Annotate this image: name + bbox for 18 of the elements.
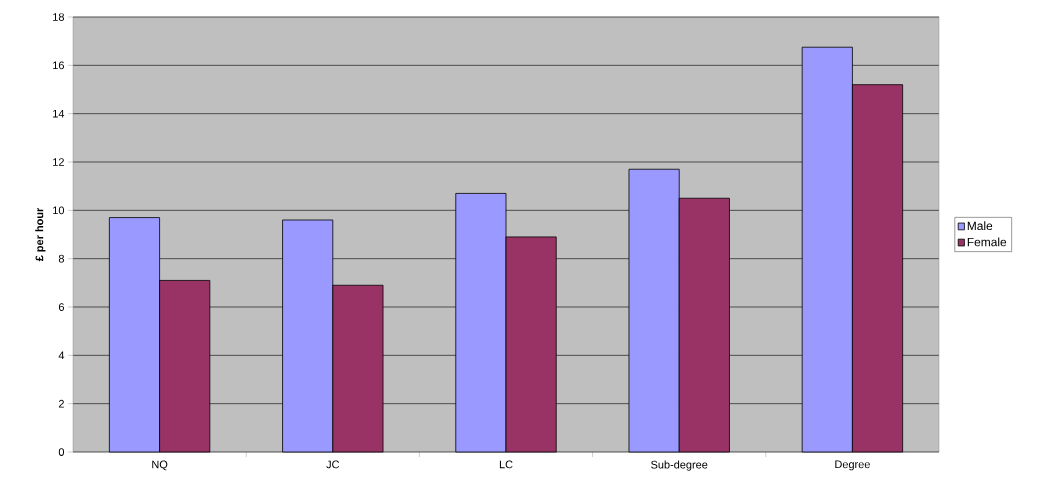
y-tick-label: 2: [58, 399, 64, 408]
y-tick-label: 10: [53, 206, 65, 215]
y-axis-title: £ per hour: [35, 207, 46, 262]
x-tick-label: JC: [326, 460, 340, 469]
legend-label: Male: [967, 221, 993, 231]
y-tick-label: 12: [53, 158, 64, 166]
x-tick-label: NQ: [152, 460, 168, 471]
legend-label: Female: [967, 237, 1007, 247]
x-tick-label: LC: [499, 460, 513, 469]
y-tick-label: 0: [58, 448, 65, 456]
y-tick-label: 18: [53, 13, 64, 21]
y-tick-label: 14: [53, 109, 65, 118]
y-tick-label: 4: [58, 351, 65, 360]
x-tick-label: Sub-degree: [651, 460, 708, 471]
y-tick-label: 16: [53, 61, 64, 70]
y-tick-label: 8: [58, 254, 64, 263]
y-tick-label: 6: [58, 303, 64, 311]
x-tick-label: Degree: [835, 460, 870, 471]
